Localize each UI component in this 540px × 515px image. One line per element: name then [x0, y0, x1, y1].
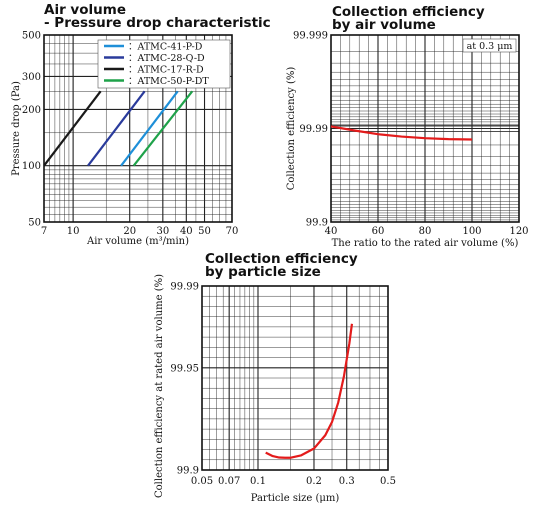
chart1-y-tick-label: 200 — [22, 105, 41, 116]
chart1-pressure-drop: ：ATMC-41-P-D：ATMC-28-Q-D：ATMC-17-R-D：ATM… — [11, 31, 238, 248]
chart2-x-tick-label: 120 — [509, 226, 528, 237]
chart2-x-tick-label: 60 — [372, 226, 385, 237]
chart2-title-line1: Collection efficiency — [332, 4, 485, 20]
chart2-x-tick-label: 80 — [419, 226, 432, 237]
chart2-y-tick-label: 99.9 — [306, 218, 328, 229]
chart1-y-tick-label: 100 — [22, 161, 41, 172]
chart2-frame — [330, 34, 520, 223]
chart3-x-tick-label: 0.5 — [380, 476, 396, 487]
chart1-y-tick-label: 50 — [28, 218, 41, 229]
chart3-y-axis-label: Collection efficiency at rated air volum… — [154, 274, 165, 498]
chart2-y-axis-label: Collection efficiency (%) — [286, 67, 297, 191]
chart1-x-axis-label: Air volume (m³/min) — [86, 236, 189, 247]
chart1-series-line-3 — [43, 90, 102, 167]
chart1-x-tick-label: 40 — [180, 226, 193, 237]
chart1-y-axis-label: Pressure drop (Pa) — [11, 81, 22, 176]
chart2-x-tick-label: 100 — [462, 226, 481, 237]
chart1-series-line-1 — [120, 90, 179, 167]
chart1-y-tick-label: 300 — [22, 72, 41, 83]
chart1-x-tick-label: 10 — [67, 226, 80, 237]
chart2-efficiency-air-volume: at 0.3 μm 40 60 80 100 120 99.9 99.99 99.999 The … — [286, 31, 529, 250]
chart3-title-line1: Collection efficiency — [205, 251, 358, 267]
chart3-x-tick-label: 0.05 — [191, 476, 213, 487]
chart3-efficiency-particle-size: 0.05 0.07 0.1 0.2 0.3 0.5 99.9 99.95 99.99 Partic… — [154, 274, 396, 504]
chart2-annotation: at 0.3 μm — [467, 41, 513, 52]
chart2-series-line — [330, 125, 473, 141]
chart1-legend-label-3: ：ATMC-17-R-D — [128, 65, 204, 76]
chart1-legend-label-4: ：ATMC-50-P-DT — [128, 76, 209, 87]
chart1-x-tick-label: 50 — [198, 226, 211, 237]
chart3-title-line2: by particle size — [205, 264, 321, 280]
chart1-legend-label-2: ：ATMC-28-Q-D — [128, 53, 205, 64]
chart1-x-tick-label: 30 — [156, 226, 169, 237]
chart2-y-tick-label: 99.99 — [299, 124, 328, 135]
chart3-x-tick-label: 0.07 — [218, 476, 240, 487]
chart3-x-tick-label: 0.2 — [306, 476, 322, 487]
chart3-y-tick-label: 99.99 — [170, 282, 199, 293]
chart3-series-line — [265, 323, 354, 459]
chart1-x-tick-label: 7 — [41, 226, 47, 237]
chart2-annotation-box — [462, 38, 517, 53]
chart2-y-tick-label: 99.999 — [293, 31, 328, 42]
chart1-x-tick-label: 20 — [123, 226, 136, 237]
chart3-frame — [201, 285, 389, 471]
chart1-x-tick-label: 70 — [226, 226, 239, 237]
chart3-x-tick-label: 0.3 — [339, 476, 355, 487]
chart1-legend-label-1: ：ATMC-41-P-D — [128, 42, 203, 53]
chart3-y-tick-label: 99.95 — [170, 363, 199, 374]
chart2-title-line2: by air volume — [332, 17, 436, 33]
chart1-frame — [43, 34, 233, 223]
chart3-x-tick-label: 0.1 — [250, 476, 266, 487]
chart1-series-line-4 — [132, 90, 194, 167]
chart3-y-tick-label: 99.9 — [177, 466, 199, 477]
chart3-x-axis-label: Particle size (μm) — [251, 493, 340, 504]
chart1-y-tick-label: 500 — [22, 31, 41, 42]
chart1-title-line1: Air volume — [44, 2, 126, 18]
chart2-x-axis-label: The ratio to the rated air volume (%) — [332, 238, 519, 249]
chart1-title-line2: - Pressure drop characteristic — [44, 15, 271, 31]
chart2-x-tick-label: 40 — [325, 226, 338, 237]
chart1-series-line-2 — [87, 90, 146, 167]
